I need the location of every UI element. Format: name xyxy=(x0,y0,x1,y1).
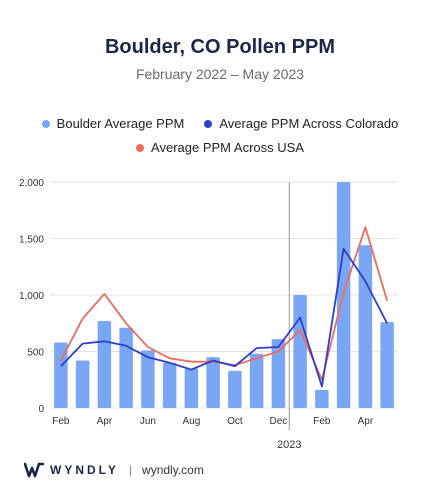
x-tick-label-1: Apr xyxy=(97,416,113,427)
chart-title: Boulder, CO Pollen PPM xyxy=(104,36,336,58)
legend-swatch-colorado xyxy=(204,119,213,128)
bar-boulder-3 xyxy=(119,327,133,408)
x-tick-label-7: Apr xyxy=(358,416,374,427)
bar-boulder-7 xyxy=(206,357,220,408)
bar-boulder-12 xyxy=(315,389,329,408)
x-tick-label-3: Aug xyxy=(182,416,200,427)
bar-boulder-4 xyxy=(141,350,155,408)
y-tick-label-2: 1,000 xyxy=(19,291,44,302)
bar-boulder-0 xyxy=(54,342,68,408)
chart-subtitle: February 2022 – May 2023 xyxy=(135,66,305,82)
x-tick-label-5: Dec xyxy=(269,416,287,427)
wyndly-logo-icon xyxy=(24,462,44,478)
x-tick-label-6: Feb xyxy=(313,416,331,427)
bar-boulder-14 xyxy=(358,245,373,408)
legend-item-boulder: Boulder Average PPM xyxy=(41,116,185,131)
footer: WYNDLY | wyndly.com xyxy=(24,462,204,478)
legend-label-colorado: Average PPM Across Colorado xyxy=(219,116,399,131)
legend-item-colorado: Average PPM Across Colorado xyxy=(204,116,398,131)
bar-boulder-9 xyxy=(249,353,264,408)
bar-boulder-15 xyxy=(380,322,394,408)
x-tick-label-4: Oct xyxy=(227,416,243,427)
y-tick-label-3: 1,500 xyxy=(19,235,44,246)
legend-item-usa: Average PPM Across USA xyxy=(136,140,304,155)
legend-label-boulder: Boulder Average PPM xyxy=(56,116,185,131)
bar-boulder-2 xyxy=(97,320,112,408)
x-tick-label-2: Jun xyxy=(140,416,156,427)
bar-boulder-5 xyxy=(162,362,177,408)
bar-boulder-11 xyxy=(293,295,307,408)
legend-swatch-usa xyxy=(136,143,145,152)
footer-brand: WYNDLY xyxy=(50,463,119,477)
footer-separator: | xyxy=(128,463,133,477)
x-tick-label-0: Feb xyxy=(52,416,70,427)
pollen-chart: 0 500 1,000 1,500 2,000 Feb Apr Jun Aug Oct Dec Feb… xyxy=(19,178,398,451)
y-tick-label-0: 0 xyxy=(38,404,44,415)
legend-row-1: Boulder Average PPM Average PPM Across C… xyxy=(0,116,440,131)
y-tick-label-4: 2,000 xyxy=(19,178,44,189)
bar-boulder-1 xyxy=(75,360,90,408)
legend-swatch-boulder xyxy=(41,119,50,128)
year-label: 2023 xyxy=(277,439,301,451)
bar-boulder-6 xyxy=(184,368,199,408)
bar-boulder-10 xyxy=(271,339,286,408)
line-colorado xyxy=(60,247,388,388)
legend-label-usa: Average PPM Across USA xyxy=(151,140,304,155)
bar-boulder-8 xyxy=(228,370,242,408)
legend-row-2: Average PPM Across USA xyxy=(0,140,440,155)
y-tick-label-1: 500 xyxy=(27,348,44,359)
footer-url[interactable]: wyndly.com xyxy=(142,463,204,477)
